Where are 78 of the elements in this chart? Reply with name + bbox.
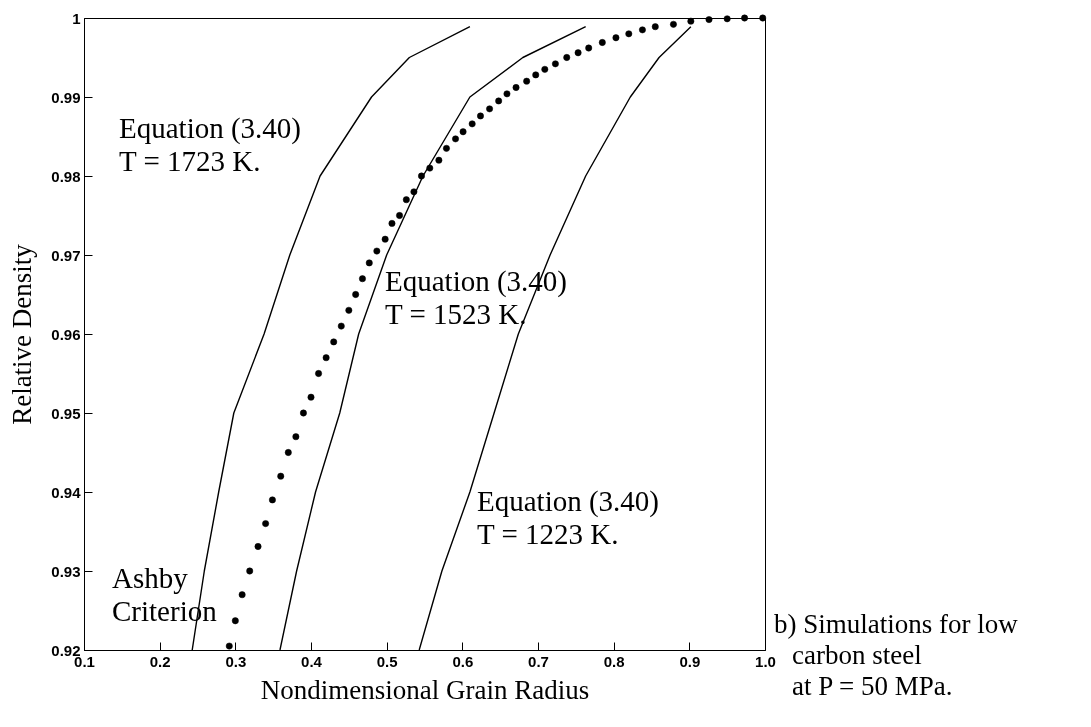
point (262, 520, 270, 528)
point (396, 212, 403, 219)
point (307, 393, 315, 401)
point (723, 15, 731, 23)
point (651, 23, 659, 31)
point (512, 84, 520, 91)
point (269, 496, 276, 504)
point (486, 105, 493, 113)
point (687, 17, 695, 25)
point (551, 60, 559, 68)
text: b) Simulations for low carbon steel at P = 50 MPa. (774, 609, 1019, 701)
x-tick-label: 0.6 (452, 652, 474, 670)
point (741, 14, 748, 22)
y-tick-label: 0.97 (51, 246, 81, 264)
point (388, 219, 396, 227)
y-tick-label: 0.98 (51, 167, 81, 185)
x-tick-label: 0.4 (301, 652, 323, 670)
point (352, 291, 360, 298)
x-tick-label: 0.8 (603, 652, 625, 670)
x-tick-label: 1.0 (755, 652, 776, 670)
point (381, 235, 389, 243)
point (418, 172, 425, 180)
point (705, 16, 713, 23)
point (315, 370, 322, 377)
point (443, 144, 450, 152)
x-tick-label: 0.9 (679, 652, 701, 670)
point (277, 472, 285, 480)
point (612, 34, 620, 42)
point (452, 135, 459, 143)
point (426, 164, 434, 172)
point (322, 354, 330, 362)
point (759, 14, 767, 22)
point (373, 247, 381, 255)
point (435, 156, 443, 164)
y-tick-label: 0.94 (51, 483, 82, 501)
x-tick-label: 0.5 (376, 652, 398, 670)
point (410, 188, 418, 196)
point (246, 567, 254, 575)
point (330, 338, 338, 346)
point (523, 77, 531, 85)
point (670, 20, 677, 28)
point (254, 543, 262, 550)
point (292, 433, 300, 441)
point (300, 409, 307, 417)
point (359, 275, 366, 283)
point (231, 617, 239, 625)
point (598, 39, 606, 46)
point (639, 26, 646, 34)
point (284, 449, 292, 456)
x-tick-label: 0.3 (225, 652, 247, 670)
y-tick-label: 0.93 (51, 562, 81, 580)
point (477, 112, 484, 120)
y-tick-label: 0.96 (51, 325, 81, 343)
y-tick-label: 0.99 (51, 88, 81, 106)
annotation: Equation (3.40) T = 1223 K. (477, 485, 660, 550)
point (345, 306, 353, 314)
point (402, 196, 410, 204)
y-axis-title: Relative Density (7, 243, 38, 425)
point (585, 44, 593, 52)
point (563, 54, 571, 61)
point (225, 642, 233, 650)
x-tick-label: 0.2 (149, 652, 171, 670)
point (574, 49, 582, 57)
point (625, 30, 633, 38)
point (541, 65, 549, 73)
point (495, 97, 503, 105)
point (503, 90, 511, 98)
annotation: Equation (3.40) T = 1723 K. (119, 112, 302, 177)
point (238, 591, 246, 599)
point (532, 71, 540, 79)
x-axis-title: Nondimensional Grain Radius (260, 674, 590, 705)
point (337, 322, 345, 330)
point (459, 128, 467, 136)
point (365, 259, 373, 267)
point (468, 120, 476, 128)
y-tick-label: 1 (72, 9, 81, 27)
y-tick-label: 0.95 (51, 404, 81, 422)
x-tick-label: 0.7 (528, 652, 549, 670)
